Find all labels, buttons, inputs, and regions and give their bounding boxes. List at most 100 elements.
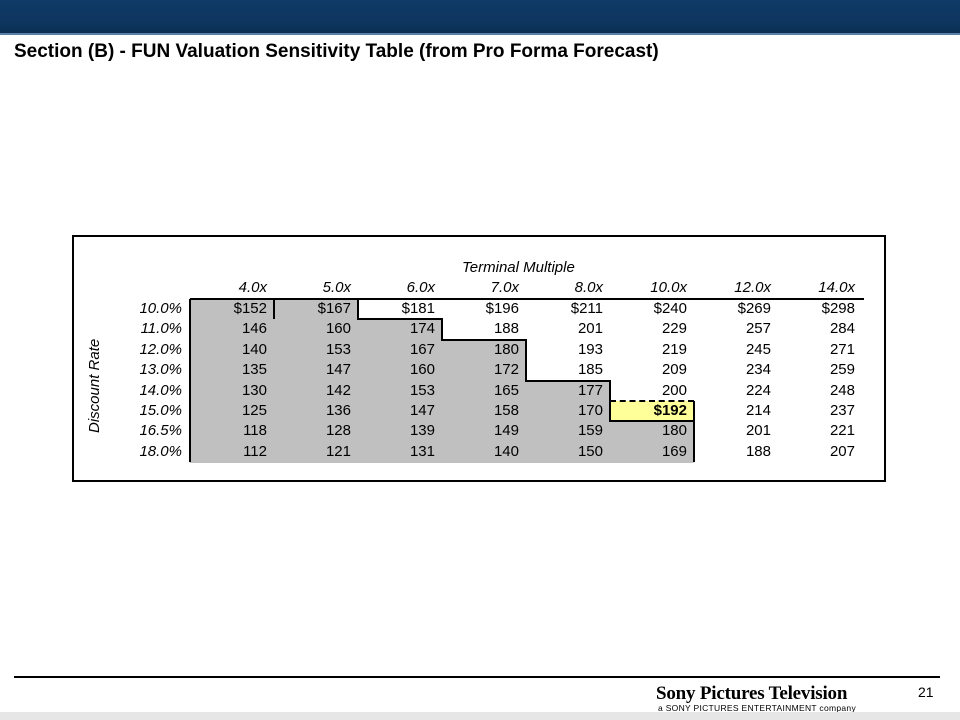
table-cell: 169 bbox=[661, 442, 687, 460]
table-cell: $269 bbox=[737, 300, 771, 317]
header-rule bbox=[190, 298, 864, 300]
row-header: 14.0% bbox=[139, 381, 182, 399]
staircase-horizontal bbox=[525, 379, 611, 382]
table-cell: 193 bbox=[577, 340, 603, 358]
column-header: 12.0x bbox=[734, 279, 771, 296]
staircase-vertical bbox=[525, 339, 527, 361]
table-cell: 214 bbox=[745, 402, 771, 419]
column-header: 8.0x bbox=[574, 279, 603, 296]
logo-subtitle: a SONY PICTURES ENTERTAINMENT company bbox=[658, 703, 856, 713]
table-cell: 259 bbox=[829, 361, 855, 379]
table-cell: 219 bbox=[661, 340, 687, 358]
shaded-region bbox=[190, 360, 526, 382]
table-cell: 142 bbox=[325, 381, 351, 399]
table-cell: 147 bbox=[325, 361, 351, 379]
table-cell: 147 bbox=[409, 402, 435, 419]
table-cell: 140 bbox=[241, 340, 267, 358]
staircase-vertical bbox=[357, 299, 359, 320]
table-cell: $192 bbox=[653, 402, 687, 419]
header-accent-line bbox=[0, 33, 960, 35]
header-bar bbox=[0, 0, 960, 33]
table-cell: 121 bbox=[325, 442, 351, 460]
table-cell: 200 bbox=[661, 381, 687, 399]
staircase-vertical bbox=[693, 421, 695, 442]
page-number: 21 bbox=[918, 684, 934, 700]
table-cell: 158 bbox=[493, 402, 519, 419]
table-cell: 153 bbox=[325, 340, 351, 358]
sony-pictures-television-logo: Sony Pictures Television bbox=[656, 683, 848, 704]
discount-rate-axis-label: Discount Rate bbox=[86, 338, 103, 433]
table-cell: 185 bbox=[577, 361, 603, 379]
table-cell: 201 bbox=[745, 422, 771, 440]
column-header: 10.0x bbox=[650, 279, 687, 296]
table-cell: 245 bbox=[745, 340, 771, 358]
column-header: 5.0x bbox=[322, 279, 351, 296]
table-cell: 165 bbox=[493, 381, 519, 399]
row-header: 12.0% bbox=[139, 340, 182, 358]
highlighted-cell bbox=[610, 401, 694, 422]
table-cell: 234 bbox=[745, 361, 771, 379]
table-cell: 140 bbox=[493, 442, 519, 460]
row-header: 18.0% bbox=[139, 442, 182, 460]
shaded-region bbox=[190, 339, 526, 361]
shaded-region bbox=[190, 401, 610, 422]
table-cell: 188 bbox=[493, 320, 519, 338]
table-cell: 174 bbox=[409, 320, 435, 338]
table-cell: $152 bbox=[233, 300, 267, 317]
table-cell: 135 bbox=[241, 361, 267, 379]
row-header: 10.0% bbox=[139, 300, 182, 317]
staircase-vertical bbox=[609, 380, 611, 401]
table-cell: 224 bbox=[745, 381, 771, 399]
shaded-region bbox=[190, 319, 442, 341]
staircase-vertical bbox=[273, 299, 275, 320]
table-cell: 125 bbox=[241, 402, 267, 419]
sensitivity-table: Terminal Multiple Discount Rate 4.0x 5.0x… bbox=[72, 235, 886, 482]
table-cell: 271 bbox=[829, 340, 855, 358]
row-header: 13.0% bbox=[139, 361, 182, 379]
table-cell: 128 bbox=[325, 422, 351, 440]
shaded-region bbox=[190, 441, 694, 463]
table-cell: 201 bbox=[577, 320, 603, 338]
table-cell: 150 bbox=[577, 442, 603, 460]
shaded-region bbox=[190, 380, 610, 402]
row-header: 16.5% bbox=[139, 422, 182, 440]
column-header: 4.0x bbox=[238, 279, 267, 296]
column-header: 6.0x bbox=[406, 279, 435, 296]
table-cell: 118 bbox=[243, 422, 267, 440]
terminal-multiple-axis-label: Terminal Multiple bbox=[462, 259, 575, 276]
column-header: 7.0x bbox=[490, 279, 519, 296]
table-cell: 180 bbox=[493, 340, 519, 358]
table-cell: 159 bbox=[577, 422, 603, 440]
table-cell: $181 bbox=[401, 300, 435, 317]
footer-band bbox=[0, 712, 960, 720]
table-cell: 177 bbox=[577, 381, 603, 399]
table-cell: $240 bbox=[653, 300, 687, 317]
table-cell: 188 bbox=[745, 442, 771, 460]
table-cell: 248 bbox=[829, 381, 855, 399]
left-border-line bbox=[189, 299, 191, 463]
highlight-dashed-border bbox=[610, 400, 694, 402]
slide-title: Section (B) - FUN Valuation Sensitivity … bbox=[14, 41, 659, 62]
table-cell: 146 bbox=[241, 320, 267, 338]
table-cell: 257 bbox=[745, 320, 771, 338]
staircase-horizontal bbox=[609, 420, 695, 423]
table-cell: 167 bbox=[409, 340, 435, 358]
highlight-right-border bbox=[693, 401, 695, 422]
table-cell: $298 bbox=[821, 300, 855, 317]
table-cell: 136 bbox=[325, 402, 351, 419]
row-header: 11.0% bbox=[140, 320, 182, 338]
staircase-vertical bbox=[693, 441, 695, 463]
table-cell: 229 bbox=[661, 320, 687, 338]
staircase-horizontal bbox=[357, 318, 443, 321]
table-cell: 130 bbox=[241, 381, 267, 399]
table-cell: $167 bbox=[317, 300, 351, 317]
table-cell: 139 bbox=[409, 422, 435, 440]
table-cell: 160 bbox=[325, 320, 351, 338]
table-cell: 153 bbox=[409, 381, 435, 399]
row-header: 15.0% bbox=[139, 402, 182, 419]
table-cell: 209 bbox=[661, 361, 687, 379]
staircase-vertical bbox=[441, 319, 443, 340]
staircase-vertical bbox=[525, 360, 527, 381]
table-cell: 112 bbox=[243, 442, 267, 460]
table-cell: 180 bbox=[661, 422, 687, 440]
